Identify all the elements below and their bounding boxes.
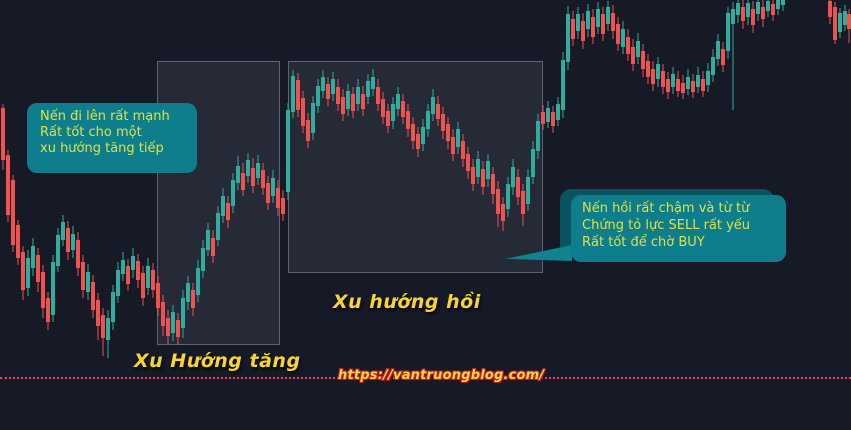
- candles-layer[interactable]: [1, 0, 851, 358]
- label-pullback[interactable]: Xu hướng hồi: [333, 291, 481, 313]
- note-line: Rất tốt để chờ BUY: [582, 235, 705, 250]
- highlight-boxes-layer[interactable]: [157, 61, 543, 345]
- note-line: Nến đi lên rất mạnh: [40, 109, 170, 124]
- dotted-price-line[interactable]: [0, 377, 851, 379]
- note-line: xu hướng tăng tiếp: [40, 141, 164, 156]
- note-line: Rất tốt cho một: [40, 125, 142, 140]
- note-line: Chứng tỏ lực SELL rất yếu: [582, 218, 751, 233]
- blog-url-watermark[interactable]: https://vantruongblog.com/: [338, 368, 545, 383]
- highlight-box-pullback[interactable]: [288, 61, 543, 273]
- annotation-note-uptrend[interactable]: Nến đi lên rất mạnh Rất tốt cho một xu h…: [27, 103, 197, 173]
- note-line: Nến hồi rất chậm và từ từ: [582, 201, 750, 216]
- label-uptrend[interactable]: Xu Hướng tăng: [134, 350, 301, 372]
- annotation-note-pullback[interactable]: Nến hồi rất chậm và từ từ Chứng tỏ lực S…: [571, 195, 786, 262]
